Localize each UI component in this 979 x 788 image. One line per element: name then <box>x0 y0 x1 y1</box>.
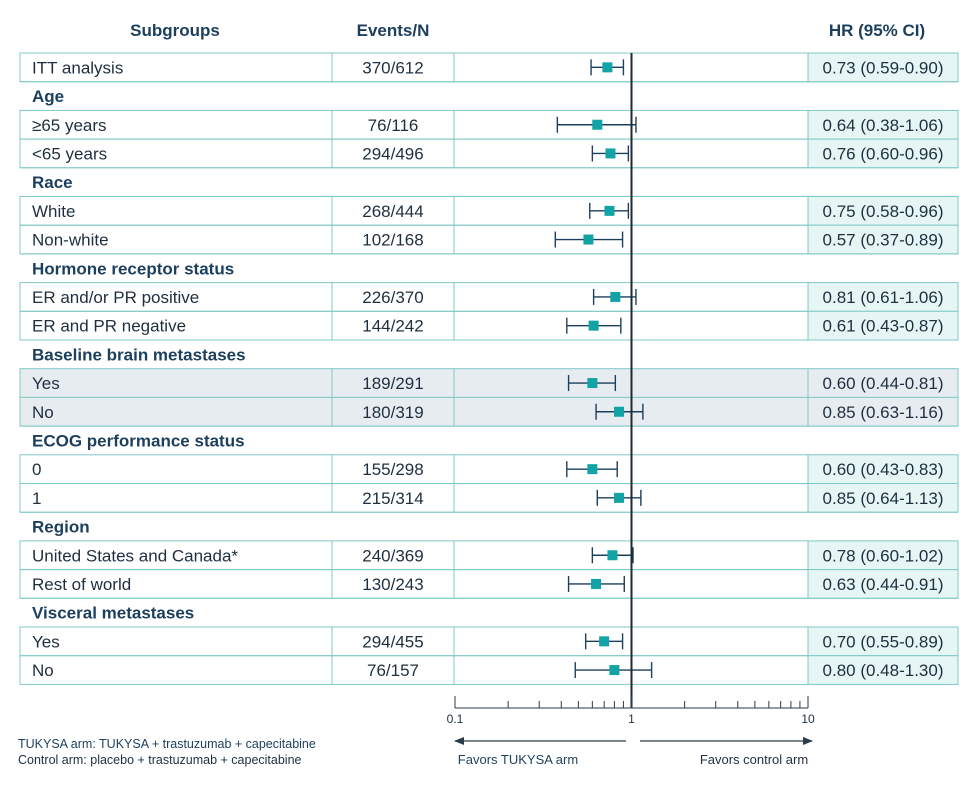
events-value: 226/370 <box>362 288 423 307</box>
group-label: Age <box>32 87 64 106</box>
footnote-tukysa-arm: TUKYSA arm: TUKYSA + trastuzumab + capec… <box>18 737 316 751</box>
subgroup-label: White <box>32 202 75 221</box>
x-tick-label: 1 <box>628 712 635 726</box>
hr-point <box>592 119 603 130</box>
subgroup-label: Yes <box>32 632 60 651</box>
group-label: Race <box>32 173 73 192</box>
events-value: 294/455 <box>362 632 423 651</box>
events-value: 76/116 <box>368 116 419 135</box>
hr-point <box>602 62 613 73</box>
subgroup-label: ER and PR negative <box>32 317 186 336</box>
x-tick-label: 0.1 <box>447 712 464 726</box>
events-value: 189/291 <box>362 374 423 393</box>
highlight-row-bg <box>20 368 958 398</box>
favors-right-label: Favors control arm <box>700 752 808 767</box>
events-value: 240/369 <box>362 546 423 565</box>
subgroup-label: Yes <box>32 374 60 393</box>
hr-value: 0.76 (0.60-0.96) <box>823 144 944 163</box>
events-value: 180/319 <box>362 403 423 422</box>
hr-cell-bg <box>808 655 958 685</box>
hr-value: 0.73 (0.59-0.90) <box>823 58 944 77</box>
hr-cell-bg <box>808 53 958 82</box>
hr-cell-bg <box>808 569 958 599</box>
events-value: 294/496 <box>362 144 423 163</box>
hr-value: 0.70 (0.55-0.89) <box>823 632 944 651</box>
subgroup-label: ≥65 years <box>32 116 107 135</box>
header-subgroups: Subgroups <box>130 21 220 40</box>
hr-cell-bg <box>808 540 958 570</box>
events-value: 370/612 <box>362 58 423 77</box>
x-axis: 0.1 1 10 <box>447 696 815 726</box>
hr-value: 0.63 (0.44-0.91) <box>823 575 944 594</box>
hr-cell-bg <box>808 225 958 254</box>
subgroup-label: Non-white <box>32 231 109 250</box>
hr-point <box>609 665 620 676</box>
hr-cell-bg <box>808 196 958 226</box>
hr-point <box>591 578 602 589</box>
hr-point <box>614 406 625 417</box>
x-tick-label: 10 <box>801 712 815 726</box>
hr-value: 0.61 (0.43-0.87) <box>823 317 944 336</box>
hr-point <box>587 378 598 389</box>
hr-point <box>599 636 610 647</box>
hr-point <box>604 205 615 216</box>
hr-point <box>583 234 594 245</box>
group-label: ECOG performance status <box>32 431 245 450</box>
group-label: Region <box>32 518 90 537</box>
events-value: 155/298 <box>362 460 423 479</box>
hr-point <box>610 291 621 302</box>
subgroup-label: 0 <box>32 460 41 479</box>
subgroup-label: ER and/or PR positive <box>32 288 199 307</box>
hr-cell-bg <box>808 311 958 340</box>
events-value: 144/242 <box>362 317 423 336</box>
hr-cell-bg <box>808 139 958 168</box>
group-label: Hormone receptor status <box>32 259 234 278</box>
hr-point <box>614 492 625 503</box>
events-value: 76/157 <box>367 661 419 680</box>
hr-value: 0.64 (0.38-1.06) <box>823 116 944 135</box>
hr-point <box>587 464 598 475</box>
hr-value: 0.57 (0.37-0.89) <box>823 231 944 250</box>
group-label: Baseline brain metastases <box>32 345 246 364</box>
events-value: 268/444 <box>362 202 423 221</box>
hr-cell-bg <box>808 627 958 656</box>
hr-value: 0.60 (0.44-0.81) <box>823 374 944 393</box>
hr-value: 0.60 (0.43-0.83) <box>823 460 944 479</box>
header-hr: HR (95% CI) <box>829 21 925 40</box>
subgroup-label: United States and Canada* <box>32 546 238 565</box>
hr-value: 0.85 (0.63-1.16) <box>823 403 944 422</box>
hr-value: 0.80 (0.48-1.30) <box>823 661 944 680</box>
header-events: Events/N <box>357 21 430 40</box>
highlight-row-bg <box>20 397 958 427</box>
subgroup-label: ITT analysis <box>32 58 123 77</box>
favors-left-label: Favors TUKYSA arm <box>458 752 578 767</box>
group-label: Visceral metastases <box>32 604 194 623</box>
hr-value: 0.75 (0.58-0.96) <box>823 202 944 221</box>
table-rows: ITT analysis 370/612 0.73 (0.59-0.90) Age ≥6… <box>19 52 959 685</box>
subgroup-label: Rest of world <box>32 575 131 594</box>
hr-value: 0.78 (0.60-1.02) <box>823 546 944 565</box>
events-value: 130/243 <box>362 575 423 594</box>
hr-cell-bg <box>808 110 958 140</box>
hr-value: 0.85 (0.64-1.13) <box>823 489 944 508</box>
footnote-control-arm: Control arm: placebo + trastuzumab + cap… <box>18 753 302 767</box>
hr-point <box>588 320 599 331</box>
hr-cell-bg <box>808 282 958 312</box>
hr-cell-bg <box>808 454 958 484</box>
plot-area <box>554 53 653 708</box>
subgroup-label: 1 <box>32 489 41 508</box>
events-value: 215/314 <box>362 489 423 508</box>
subgroup-label: No <box>32 403 54 422</box>
subgroup-label: <65 years <box>32 144 107 163</box>
table-row <box>19 655 959 685</box>
hr-value: 0.81 (0.61-1.06) <box>823 288 944 307</box>
hr-point <box>605 148 616 159</box>
hr-point <box>607 550 618 561</box>
hr-cell-bg <box>808 483 958 513</box>
events-value: 102/168 <box>362 231 423 250</box>
subgroup-label: No <box>32 661 54 680</box>
